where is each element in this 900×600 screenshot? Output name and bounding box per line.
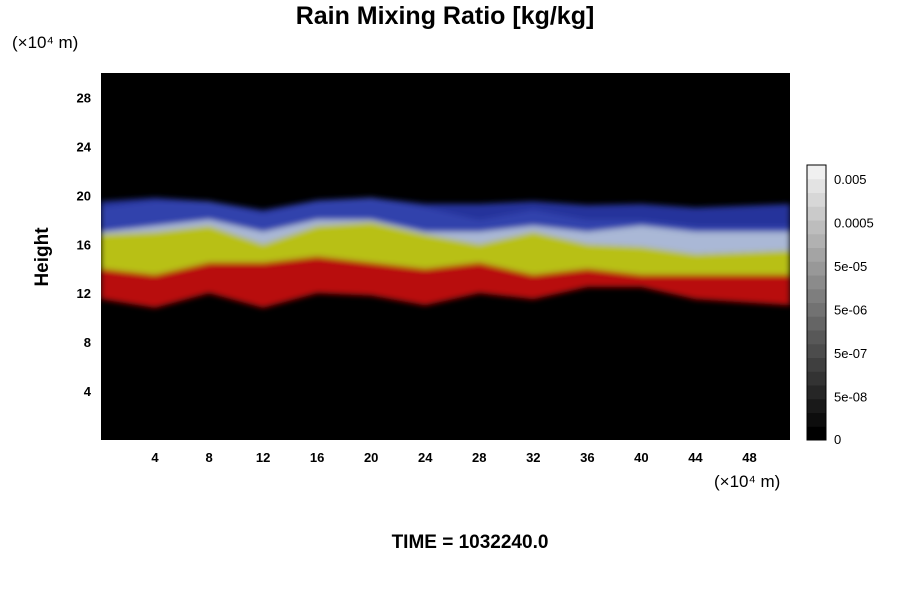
y-tick-label: 12 (77, 286, 91, 301)
band-0 (101, 256, 790, 308)
colorbar-swatch (807, 206, 826, 221)
x-tick-label: 44 (688, 450, 703, 465)
colorbar-label: 5e-06 (834, 303, 867, 318)
y-tick-label: 8 (84, 335, 91, 350)
colorbar-swatch (807, 371, 826, 386)
x-tick-label: 16 (310, 450, 324, 465)
colorbar-label: 0.005 (834, 172, 867, 187)
x-tick-label: 8 (205, 450, 212, 465)
colorbar-swatch (807, 426, 826, 441)
x-tick-label: 28 (472, 450, 486, 465)
y-tick-label: 24 (77, 139, 92, 154)
x-tick-label: 12 (256, 450, 270, 465)
x-tick-label: 20 (364, 450, 378, 465)
colorbar-swatch (807, 178, 826, 193)
x-tick-label: 4 (151, 450, 159, 465)
colorbar-swatch (807, 233, 826, 248)
colorbar-swatch (807, 316, 826, 331)
x-tick-label: 48 (742, 450, 756, 465)
colorbar-swatch (807, 302, 826, 317)
x-tick-label: 32 (526, 450, 540, 465)
colorbar: 0.005 0.0005 5e-05 5e-06 5e-07 5e-08 0 (806, 164, 874, 447)
time-label: TIME = 1032240.0 (391, 532, 549, 553)
colorbar-swatch (807, 412, 826, 427)
colorbar-label: 5e-05 (834, 259, 867, 274)
colorbar-label: 5e-08 (834, 390, 867, 405)
colorbar-swatch (807, 330, 826, 345)
x-tick-label: 36 (580, 450, 594, 465)
colorbar-swatch (807, 288, 826, 303)
colorbar-swatch (807, 261, 826, 276)
colorbar-swatch (807, 357, 826, 372)
y-tick-label: 20 (77, 188, 91, 203)
colorbar-swatch (807, 192, 826, 207)
colorbar-swatch (807, 398, 826, 413)
x-tick-label: 40 (634, 450, 648, 465)
colorbar-swatch (807, 385, 826, 400)
x-tick-label: 24 (418, 450, 433, 465)
colorbar-swatch (807, 247, 826, 262)
colorbar-frame (806, 164, 827, 441)
band-3 (101, 197, 790, 232)
colorbar-swatch (807, 220, 826, 235)
colorbar-swatch (807, 343, 826, 358)
colorbar-label: 0 (834, 432, 841, 447)
colorbar-swatch (807, 275, 826, 290)
y-tick-label: 28 (77, 90, 91, 105)
colorbar-label: 5e-07 (834, 346, 867, 361)
x-axis-unit: (×10⁴ m) (714, 472, 781, 491)
colorbar-swatch (807, 165, 826, 180)
y-tick-label: 16 (77, 237, 91, 252)
y-axis-unit: (×10⁴ m) (12, 33, 79, 52)
chart-title: Rain Mixing Ratio [kg/kg] (295, 2, 595, 30)
colorbar-label: 0.0005 (834, 216, 874, 231)
band-1 (101, 222, 790, 275)
y-tick-label: 4 (84, 384, 92, 399)
